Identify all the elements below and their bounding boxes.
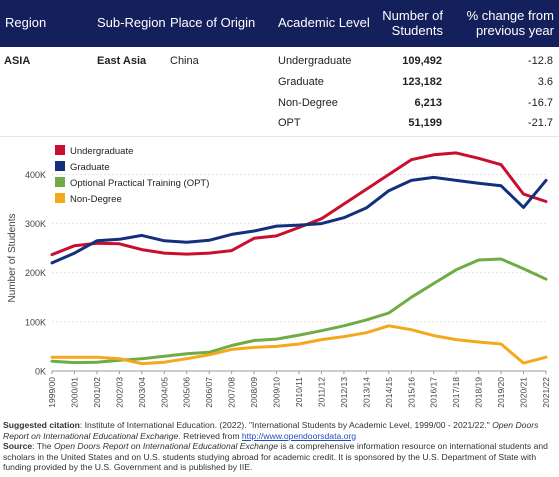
x-tick-label: 2016/17 (429, 377, 439, 408)
footer-notes: Suggested citation: Institute of Interna… (3, 420, 557, 473)
series-line (50, 324, 548, 366)
header-sub-region: Sub-Region (97, 15, 166, 30)
legend-swatch (55, 145, 65, 155)
x-tick-label: 2009/10 (272, 377, 282, 408)
legend-label: Graduate (70, 162, 110, 173)
header-students-line1: Number of (382, 8, 443, 23)
cell-students: 51,199 (408, 117, 442, 129)
cell-level: Undergraduate (278, 55, 352, 67)
cell-students: 123,182 (402, 76, 442, 88)
y-tick-label: 400K (25, 170, 46, 180)
chart-area: 0K 100K 200K 300K 400K Number of Students 1999… (0, 136, 559, 417)
y-tick-label: 100K (25, 317, 46, 327)
cell-level: OPT (278, 117, 301, 129)
x-tick-label: 2012/13 (339, 377, 349, 408)
cell-sub-region: East Asia (97, 55, 147, 67)
series-line (50, 257, 548, 365)
x-tick-label: 2008/09 (249, 377, 259, 408)
x-tick-label: 2001/02 (92, 377, 102, 408)
citation: Suggested citation: Institute of Interna… (3, 420, 557, 441)
x-tick-label: 2005/06 (182, 377, 192, 408)
x-tick-label: 2000/01 (69, 377, 79, 408)
source-note: Source: The Open Doors Report on Interna… (3, 441, 557, 473)
legend-swatch (55, 193, 65, 203)
cell-students: 109,492 (402, 55, 442, 67)
legend-label: Undergraduate (70, 146, 133, 157)
y-tick-label: 200K (25, 268, 46, 278)
source-report-title: Open Doors Report on International Educa… (53, 441, 279, 452)
line-chart: 0K 100K 200K 300K 400K Number of Students 1999… (7, 145, 551, 408)
x-tick-label: 2014/15 (384, 377, 394, 408)
series-line (50, 175, 548, 265)
cell-level: Non-Degree (278, 97, 338, 109)
x-tick-label: 2007/08 (227, 377, 237, 408)
source-text: is a comprehensive information resource … (3, 441, 548, 473)
cell-place-of-origin: China (170, 55, 199, 67)
y-tick-label: 300K (25, 219, 46, 229)
x-tick-label: 1999/00 (47, 377, 57, 408)
cell-change: -16.7 (527, 97, 553, 109)
header-change-line2: previous year (475, 23, 554, 38)
citation-text: : Institute of International Education. … (79, 420, 490, 430)
x-tick-label: 2011/12 (316, 377, 326, 407)
legend-swatch (55, 177, 65, 187)
x-tick-label: 2019/20 (496, 377, 506, 408)
header-region: Region (5, 15, 47, 30)
source-label: Source (3, 441, 33, 452)
cell-region: ASIA (4, 55, 31, 67)
y-tick-label: 0K (35, 367, 46, 377)
cell-change: 3.6 (537, 76, 553, 88)
x-tick-label: 2015/16 (406, 377, 416, 408)
x-tick-label: 2013/14 (361, 377, 371, 408)
legend-label: Optional Practical Training (OPT) (70, 178, 209, 189)
x-tick-label: 2021/22 (541, 377, 551, 408)
legend-label: Non-Degree (70, 194, 122, 205)
x-tick-label: 2004/05 (159, 377, 169, 408)
x-tick-label: 2006/07 (204, 377, 214, 408)
x-tick-label: 2003/04 (137, 377, 147, 408)
source-pre: : The (32, 441, 54, 452)
header-academic-level: Academic Level (278, 15, 370, 30)
cell-change: -12.8 (527, 55, 553, 67)
citation-report-title: Open Doors Report on International Educa… (3, 420, 539, 441)
cell-students: 6,213 (414, 97, 442, 109)
cell-level: Graduate (278, 76, 324, 88)
x-tick-label: 2020/21 (519, 377, 529, 408)
x-tick-label: 2017/18 (451, 377, 461, 408)
table-header: Region Sub-Region Place of Origin Academ… (0, 0, 559, 47)
header-place-of-origin: Place of Origin (170, 15, 256, 30)
citation-label: Suggested citation (3, 420, 80, 430)
legend-swatch (55, 161, 65, 171)
x-tick-label: 2018/19 (474, 377, 484, 408)
citation-retrieved: . Retrieved from (178, 430, 242, 441)
header-change-line1: % change from (466, 8, 554, 23)
y-axis-label: Number of Students (7, 214, 18, 303)
x-tick-label: 2010/11 (294, 377, 304, 407)
citation-link[interactable]: http://www.opendoorsdata.org (241, 430, 357, 441)
x-tick-label: 2002/03 (114, 377, 124, 408)
cell-change: -21.7 (527, 117, 553, 129)
header-students-line2: Students (391, 23, 443, 38)
table-body: ASIA East Asia China Undergraduate 109,4… (0, 47, 559, 135)
series-line (50, 151, 548, 257)
